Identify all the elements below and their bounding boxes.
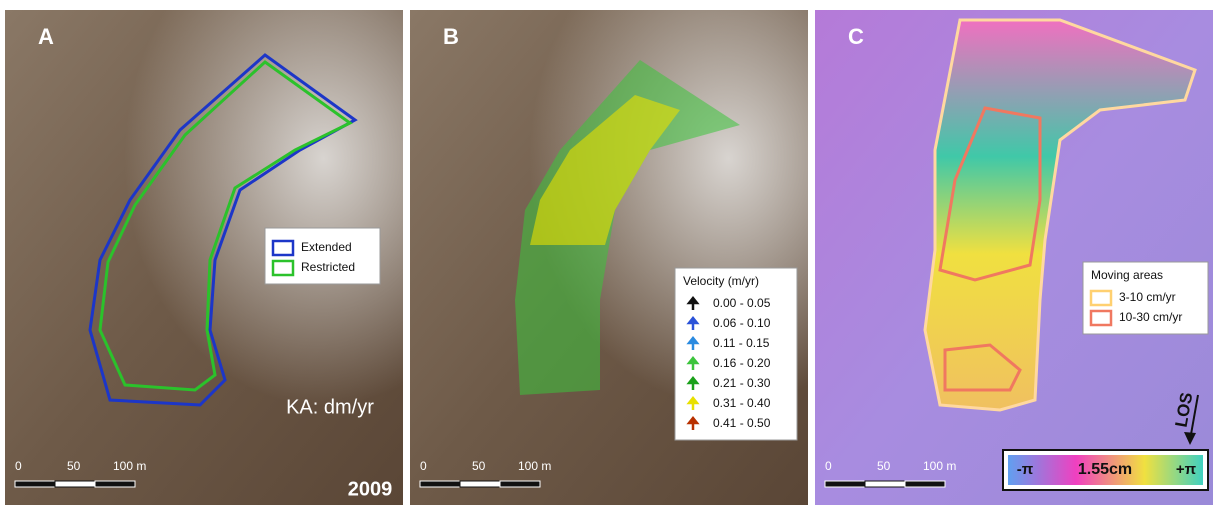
legend-label: 10-30 cm/yr [1119, 310, 1182, 324]
legend: Extended Restricted [265, 228, 380, 284]
scale-label: 0 [420, 459, 427, 473]
legend: Velocity (m/yr) 0.00 - 0.05 0.06 - 0.10 0.1… [675, 268, 797, 440]
scale-segment [500, 481, 540, 487]
panel-label: C [848, 24, 864, 49]
legend-label: 0.06 - 0.10 [713, 316, 771, 330]
legend-title: Velocity (m/yr) [683, 274, 759, 288]
scale-segment [905, 481, 945, 487]
scale-segment [55, 481, 95, 487]
scale-label: 50 [877, 459, 891, 473]
legend-label: 0.11 - 0.15 [713, 336, 770, 350]
legend-label: 3-10 cm/yr [1119, 290, 1176, 304]
scale-segment [95, 481, 135, 487]
scale-segment [865, 481, 905, 487]
legend-box [675, 268, 797, 440]
colorbar-label: -π [1017, 461, 1034, 478]
scale-label: 100 m [113, 459, 146, 473]
legend: Moving areas 3-10 cm/yr 10-30 cm/yr [1083, 262, 1208, 334]
panel-a: A KA: dm/yr 2009 Extended Restricted 0 50 1… [5, 10, 403, 505]
scale-label: 50 [67, 459, 81, 473]
legend-label: 0.21 - 0.30 [713, 376, 771, 390]
colorbar-label: +π [1176, 461, 1197, 478]
scale-label: 50 [472, 459, 486, 473]
colorbar-label: 1.55cm [1078, 461, 1132, 478]
scale-segment [825, 481, 865, 487]
legend-title: Moving areas [1091, 268, 1163, 282]
panel-label: A [38, 24, 54, 49]
scale-segment [420, 481, 460, 487]
legend-label: 0.31 - 0.40 [713, 396, 771, 410]
scale-label: 0 [825, 459, 832, 473]
figure: A KA: dm/yr 2009 Extended Restricted 0 50 1… [0, 0, 1218, 509]
scale-segment [15, 481, 55, 487]
panel-label: B [443, 24, 459, 49]
scale-label: 0 [15, 459, 22, 473]
legend-label: Extended [301, 240, 352, 254]
scale-label: 100 m [923, 459, 956, 473]
panel-b: B Velocity (m/yr) 0.00 - 0.05 0.06 - 0.10 0… [410, 10, 808, 505]
scale-segment [460, 481, 500, 487]
scale-label: 100 m [518, 459, 551, 473]
legend-label: 0.41 - 0.50 [713, 416, 771, 430]
legend-label: 0.00 - 0.05 [713, 296, 771, 310]
year: 2009 [348, 478, 393, 500]
legend-label: Restricted [301, 260, 355, 274]
note: KA: dm/yr [286, 396, 374, 418]
legend-label: 0.16 - 0.20 [713, 356, 771, 370]
